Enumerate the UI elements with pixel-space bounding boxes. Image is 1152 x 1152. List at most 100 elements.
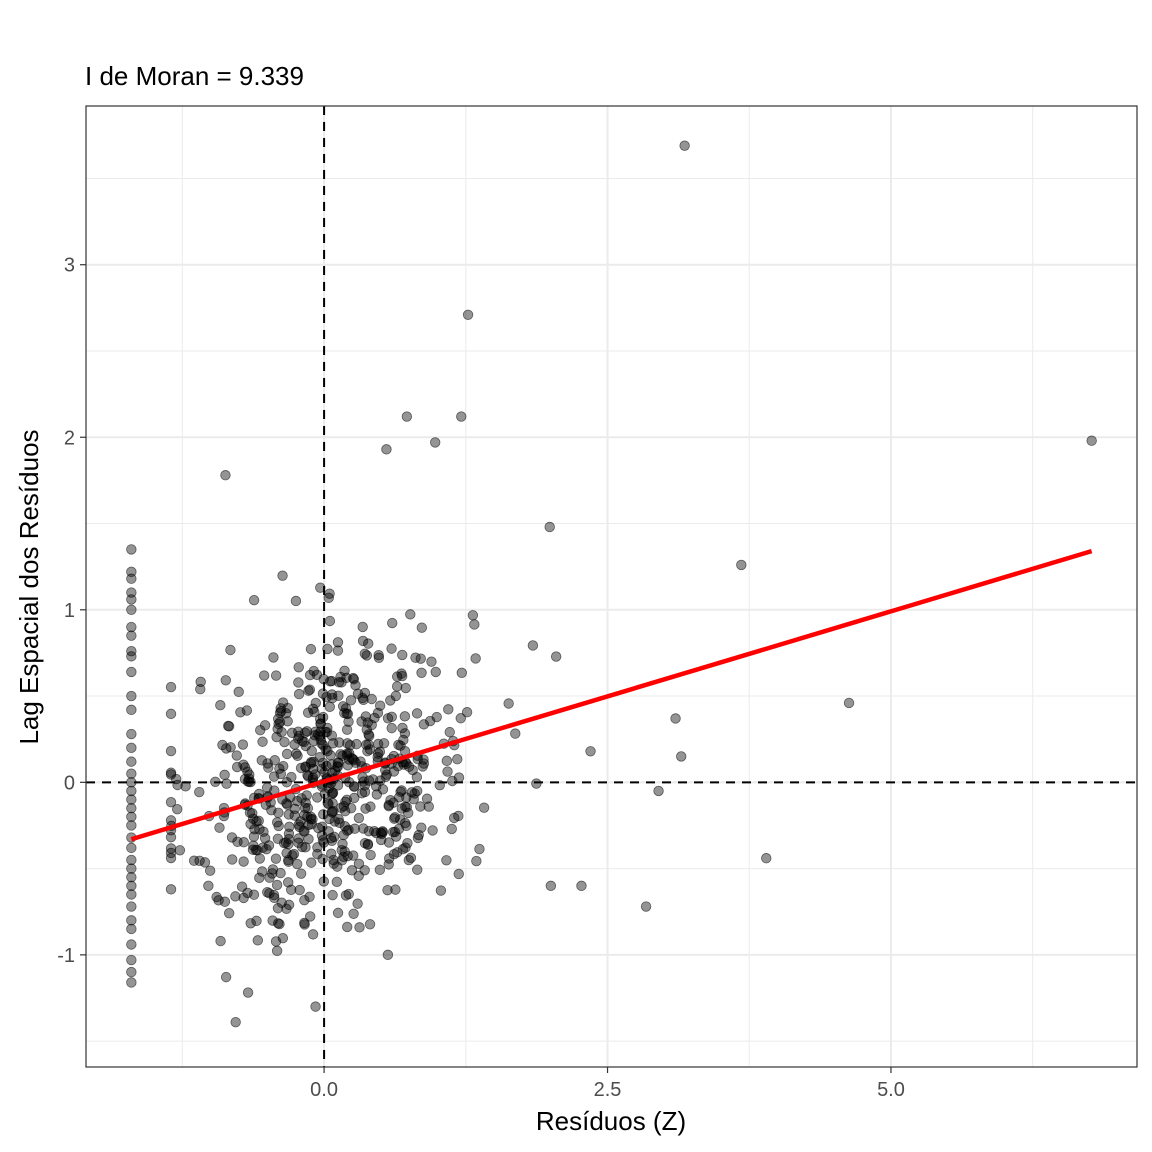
data-point bbox=[254, 872, 265, 884]
reference-lines bbox=[86, 106, 1137, 1067]
data-point bbox=[238, 856, 249, 867]
data-point bbox=[372, 738, 384, 750]
data-point bbox=[307, 929, 319, 940]
data-point bbox=[317, 835, 329, 846]
data-point bbox=[401, 411, 413, 422]
data-point bbox=[253, 788, 265, 800]
data-point bbox=[126, 863, 137, 874]
data-point bbox=[126, 621, 137, 633]
data-point bbox=[262, 887, 273, 898]
data-point bbox=[456, 411, 467, 422]
data-point bbox=[304, 684, 316, 695]
data-point bbox=[126, 880, 137, 892]
data-point bbox=[254, 824, 265, 835]
data-point bbox=[332, 780, 344, 791]
data-point bbox=[365, 849, 376, 861]
data-point bbox=[126, 811, 137, 823]
data-point bbox=[283, 854, 294, 866]
data-point bbox=[396, 785, 407, 796]
data-point bbox=[342, 708, 354, 720]
data-point bbox=[843, 697, 855, 709]
data-point bbox=[373, 652, 385, 663]
data-point bbox=[418, 719, 430, 730]
data-point bbox=[411, 708, 423, 719]
data-point bbox=[251, 915, 262, 927]
data-point bbox=[323, 826, 334, 837]
data-point bbox=[332, 861, 343, 872]
data-point bbox=[299, 919, 310, 930]
data-point bbox=[307, 772, 319, 783]
data-point bbox=[363, 825, 375, 837]
data-point bbox=[334, 737, 345, 748]
data-point bbox=[416, 667, 427, 679]
minor-gridlines bbox=[86, 106, 1137, 1067]
data-point bbox=[219, 896, 231, 907]
data-point bbox=[174, 845, 186, 856]
data-point bbox=[335, 749, 346, 760]
data-point bbox=[397, 844, 409, 855]
data-point bbox=[242, 987, 254, 998]
data-point bbox=[237, 739, 249, 750]
data-point bbox=[383, 853, 395, 864]
data-point bbox=[374, 864, 386, 876]
data-point bbox=[467, 610, 479, 621]
data-point bbox=[383, 837, 395, 848]
data-point bbox=[300, 797, 311, 809]
data-point bbox=[230, 891, 241, 902]
data-point bbox=[446, 823, 457, 835]
data-point bbox=[442, 766, 453, 777]
data-point bbox=[126, 901, 137, 912]
data-point bbox=[340, 703, 352, 714]
data-point bbox=[453, 868, 464, 880]
data-point bbox=[349, 792, 360, 804]
data-point bbox=[471, 855, 482, 867]
data-point bbox=[230, 1016, 241, 1028]
data-point bbox=[340, 890, 352, 901]
data-point bbox=[194, 855, 205, 867]
data-point bbox=[126, 820, 137, 831]
data-point bbox=[295, 816, 306, 827]
data-point bbox=[126, 794, 137, 805]
data-point bbox=[333, 813, 344, 825]
data-point bbox=[241, 705, 253, 716]
x-tick-label: 5.0 bbox=[877, 1079, 905, 1101]
data-point bbox=[410, 652, 421, 663]
data-point bbox=[397, 649, 408, 661]
data-point bbox=[297, 735, 308, 747]
data-point bbox=[235, 707, 246, 718]
data-point bbox=[284, 821, 295, 833]
data-point bbox=[272, 903, 284, 914]
data-point bbox=[221, 778, 232, 789]
data-point bbox=[242, 887, 253, 899]
data-point bbox=[353, 858, 365, 870]
data-point bbox=[349, 781, 360, 792]
data-point bbox=[341, 724, 353, 735]
data-point bbox=[292, 750, 303, 761]
data-point bbox=[323, 592, 334, 604]
data-point bbox=[328, 854, 339, 866]
data-point bbox=[293, 662, 304, 673]
data-point bbox=[332, 907, 344, 919]
data-point bbox=[357, 621, 368, 633]
data-point bbox=[425, 715, 436, 727]
panel-border bbox=[85, 105, 1138, 1068]
data-point bbox=[380, 765, 391, 776]
data-point bbox=[470, 653, 481, 664]
data-point bbox=[165, 708, 177, 720]
data-point bbox=[406, 787, 418, 798]
data-point bbox=[126, 803, 137, 814]
data-point bbox=[126, 742, 137, 754]
data-point bbox=[452, 754, 463, 765]
data-point bbox=[304, 911, 316, 922]
data-point bbox=[277, 570, 288, 581]
x-tick-label: 0.0 bbox=[310, 1079, 338, 1101]
data-point bbox=[231, 750, 242, 761]
data-point bbox=[653, 785, 664, 797]
data-point bbox=[510, 728, 521, 739]
data-point bbox=[386, 722, 397, 734]
data-point bbox=[325, 750, 336, 761]
data-point bbox=[527, 640, 539, 651]
data-point bbox=[215, 700, 226, 711]
data-point bbox=[292, 795, 303, 807]
data-point bbox=[233, 686, 244, 698]
